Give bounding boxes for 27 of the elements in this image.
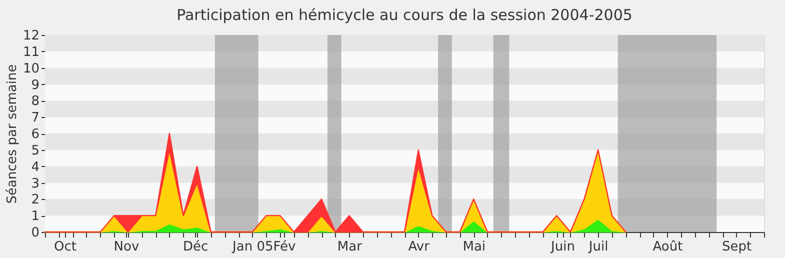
y-tick-label: 5 (31, 143, 40, 158)
x-tick-label: Août (652, 240, 683, 254)
y-tick-label: 6 (31, 127, 40, 142)
y-tick-label: 0 (31, 226, 40, 240)
x-tick-label: Juil (588, 240, 608, 254)
chart-title: Participation en hémicycle au cours de la session 2004-2005 (176, 6, 632, 24)
y-tick-label: 7 (31, 110, 40, 126)
y-tick-label: 12 (22, 28, 40, 44)
x-tick-label: Sept (722, 240, 752, 254)
x-tick-label: Mai (462, 240, 486, 254)
y-tick-label: 10 (22, 61, 40, 76)
x-tick-label: Nov (114, 240, 140, 254)
y-tick-label: 4 (31, 160, 40, 175)
x-tick-label: Déc (183, 240, 208, 254)
y-tick-label: 1 (31, 209, 40, 224)
y-tick-label: 2 (31, 192, 40, 208)
y-axis-title: Séances par semaine (4, 64, 20, 204)
x-tick-label: Mar (337, 240, 363, 254)
y-tick-label: 11 (22, 44, 40, 60)
x-tick-label: Avr (408, 240, 430, 254)
x-tick-label: Fév (273, 240, 296, 254)
x-tick-label: Oct (54, 240, 76, 254)
y-tick-label: 3 (31, 176, 40, 192)
y-tick-label: 9 (31, 78, 40, 93)
x-tick-label: Juin (550, 240, 575, 254)
y-tick-label: 8 (31, 94, 40, 110)
x-tick-label: Jan 05 (232, 240, 274, 254)
